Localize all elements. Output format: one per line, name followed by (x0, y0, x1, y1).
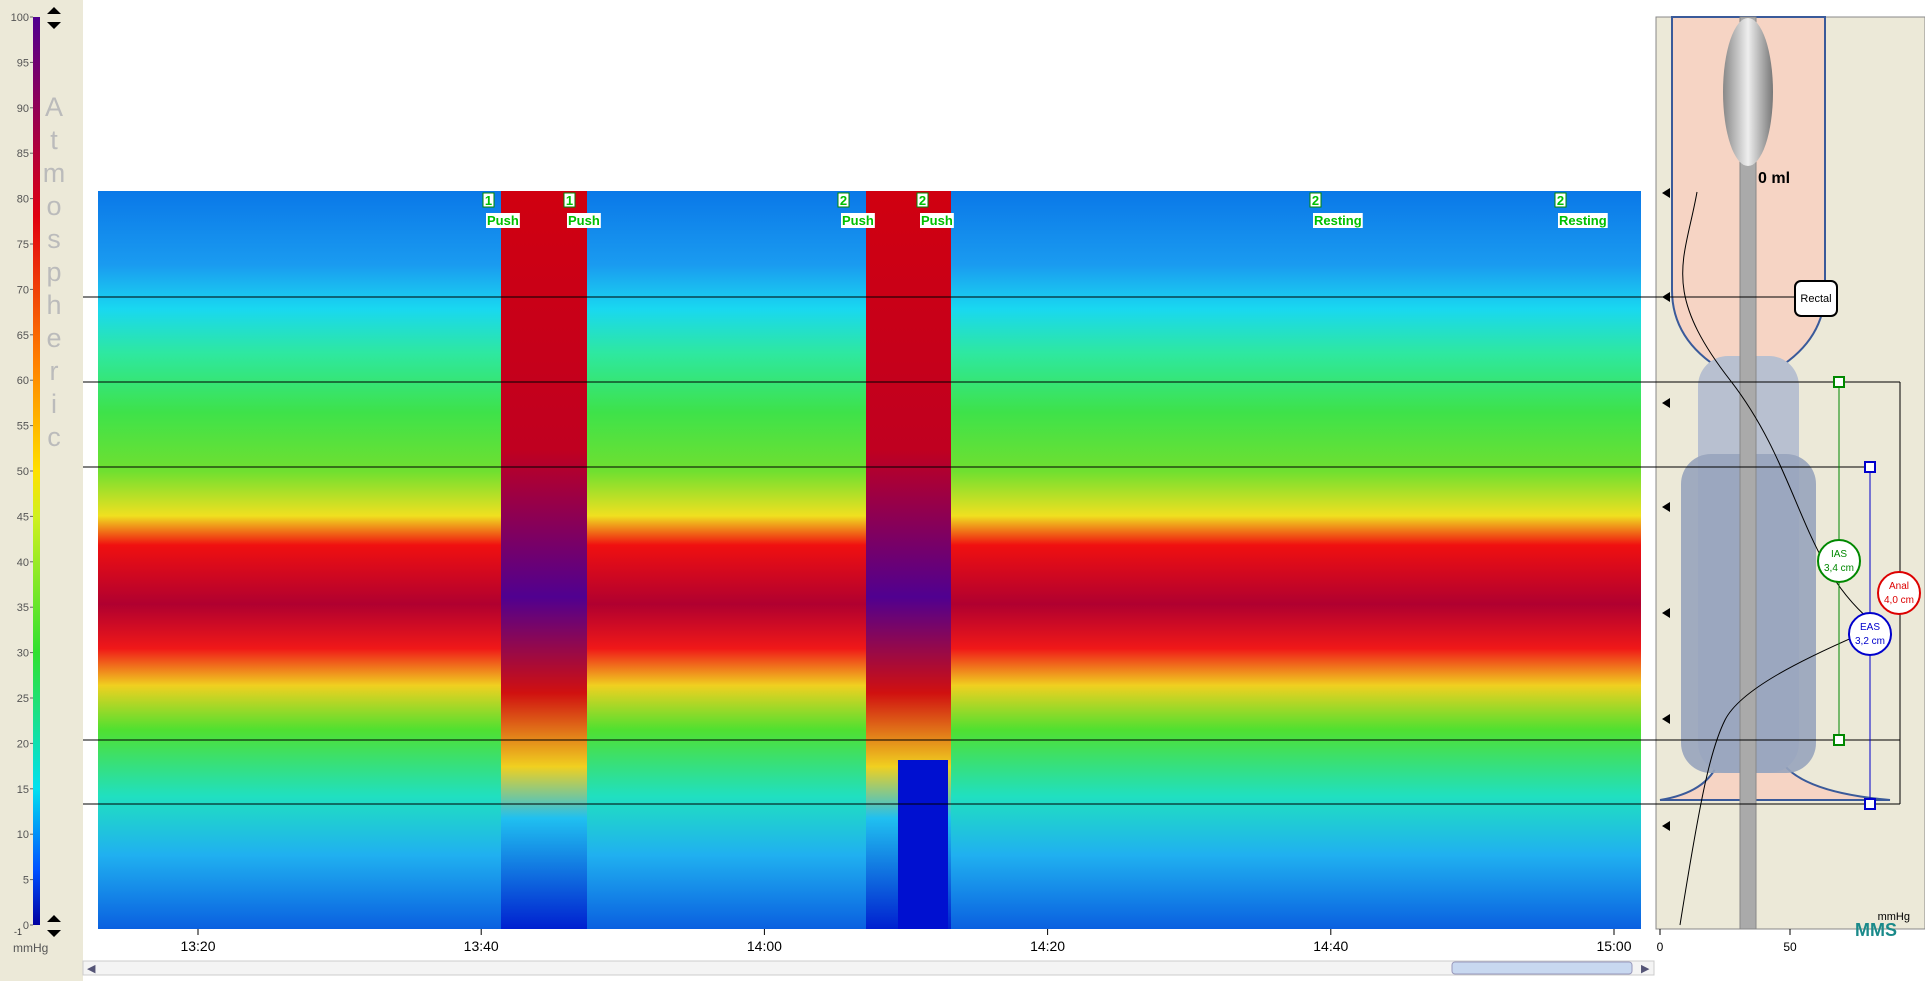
atmospheric-label: Atmospheric (39, 92, 69, 455)
logo: MMS (1855, 920, 1897, 940)
event-box (563, 192, 576, 208)
color-bar (33, 17, 40, 925)
anal-circle[interactable] (1877, 571, 1921, 615)
balloon (1723, 18, 1773, 166)
color-tick-label: 75 (17, 239, 29, 251)
scroll-right[interactable]: ▶ (1641, 963, 1650, 975)
event-label: Resting (1314, 213, 1362, 228)
push-base (898, 760, 948, 929)
event-label-bg (486, 213, 520, 228)
ias-circle[interactable] (1817, 539, 1861, 583)
event-box (837, 192, 850, 208)
time-label: 13:20 (180, 938, 215, 954)
time-label: 14:00 (747, 938, 782, 954)
color-tick-label: 15 (17, 784, 29, 796)
color-tick-label: 40 (17, 557, 29, 569)
event-label: Push (487, 213, 519, 228)
time-label: 15:00 (1596, 938, 1631, 954)
rectal-label: Rectal (1800, 293, 1831, 305)
anal-length: 4,0 cm (1884, 595, 1914, 606)
below-label: -1 (14, 927, 22, 937)
color-tick-label: 100 (11, 12, 29, 24)
ias-handle[interactable] (1833, 734, 1845, 746)
scroll-thumb[interactable] (1451, 961, 1633, 975)
panel-unit: mmHg (1878, 911, 1910, 923)
color-tick-label: 55 (17, 421, 29, 433)
panel-tick-label: 0 (1657, 940, 1664, 954)
color-tick-label: 60 (17, 375, 29, 387)
event-number: 2 (919, 193, 926, 208)
time-label: 14:40 (1313, 938, 1348, 954)
color-tick-label: 5 (23, 875, 29, 887)
eas-circle[interactable] (1848, 612, 1892, 656)
color-tick-label: 70 (17, 284, 29, 296)
time-label: 13:40 (464, 938, 499, 954)
event-label-bg (841, 213, 875, 228)
event-label-bg (920, 213, 954, 228)
color-tick-label: 50 (17, 466, 29, 478)
color-tick-label: 95 (17, 57, 29, 69)
event-box (1554, 192, 1567, 208)
color-tick-label: 25 (17, 693, 29, 705)
color-tick-label: 90 (17, 103, 29, 115)
color-tick-label: 35 (17, 602, 29, 614)
event-box (1309, 192, 1322, 208)
event-box (916, 192, 929, 208)
event-box (482, 192, 495, 208)
eas-handle[interactable] (1864, 798, 1876, 810)
ias-length: 3,4 cm (1824, 563, 1854, 574)
event-number: 2 (1557, 193, 1564, 208)
eas-name: EAS (1860, 622, 1880, 633)
time-label: 14:20 (1030, 938, 1065, 954)
event-label: Push (568, 213, 600, 228)
color-tick-label: 65 (17, 330, 29, 342)
event-label: Resting (1559, 213, 1607, 228)
scale-panel (0, 0, 83, 981)
push-column (501, 191, 587, 929)
ias-handle[interactable] (1833, 376, 1845, 388)
event-number: 1 (566, 193, 573, 208)
event-number: 2 (1312, 193, 1319, 208)
panel-tick-label: 50 (1783, 940, 1797, 954)
eas-length: 3,2 cm (1855, 636, 1885, 647)
sensor-arrows (1662, 188, 1670, 831)
ias-name: IAS (1831, 549, 1847, 560)
color-tick-label: 85 (17, 148, 29, 160)
event-label: Push (921, 213, 953, 228)
event-label-bg (567, 213, 601, 228)
event-label-bg (1558, 213, 1608, 228)
scroll-left[interactable]: ◀ (87, 963, 96, 975)
color-tick-label: 20 (17, 738, 29, 750)
catheter (1739, 16, 1757, 930)
event-label-bg (1313, 213, 1363, 228)
event-number: 1 (485, 193, 492, 208)
color-tick-label: 45 (17, 511, 29, 523)
color-tick-label: 0 (23, 920, 29, 932)
event-number: 2 (840, 193, 847, 208)
eas-handle[interactable] (1864, 461, 1876, 473)
unit-label: mmHg (13, 941, 48, 955)
rectal-box[interactable] (1794, 280, 1838, 317)
color-tick-label: 80 (17, 194, 29, 206)
event-label: Push (842, 213, 874, 228)
volume-label: 0 ml (1758, 170, 1790, 187)
anal-name: Anal (1889, 581, 1909, 592)
color-tick-label: 10 (17, 829, 29, 841)
color-tick-label: 30 (17, 648, 29, 660)
scrollbar[interactable] (82, 960, 1655, 976)
